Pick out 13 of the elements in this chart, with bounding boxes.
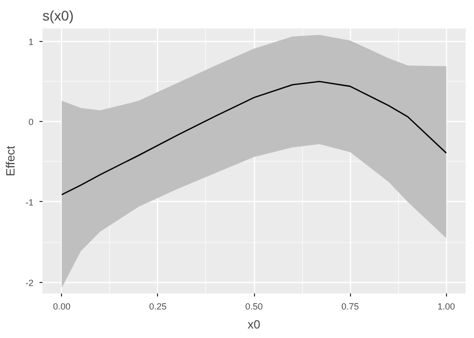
- y-axis-title: Effect: [4, 145, 18, 176]
- y-tick-label: -2: [26, 278, 34, 288]
- chart-title: s(x0): [42, 8, 74, 24]
- line-series: [61, 80, 447, 196]
- x-tick-label: 0.75: [341, 302, 359, 312]
- y-tick-label: 0: [28, 117, 34, 128]
- x-tick-label: 0.50: [245, 302, 263, 312]
- x-tick-label: 1.00: [438, 302, 456, 312]
- x-tick-label: 0.00: [52, 302, 70, 312]
- y-tick-label: 1: [28, 36, 34, 47]
- y-tick-label: -1: [26, 197, 34, 208]
- x-tick-label: 0.25: [149, 302, 167, 312]
- x-axis-title: x0: [248, 318, 261, 332]
